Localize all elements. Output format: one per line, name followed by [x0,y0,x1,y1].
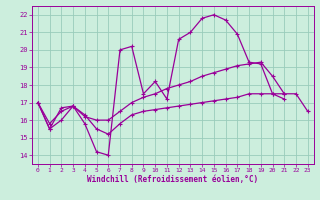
X-axis label: Windchill (Refroidissement éolien,°C): Windchill (Refroidissement éolien,°C) [87,175,258,184]
